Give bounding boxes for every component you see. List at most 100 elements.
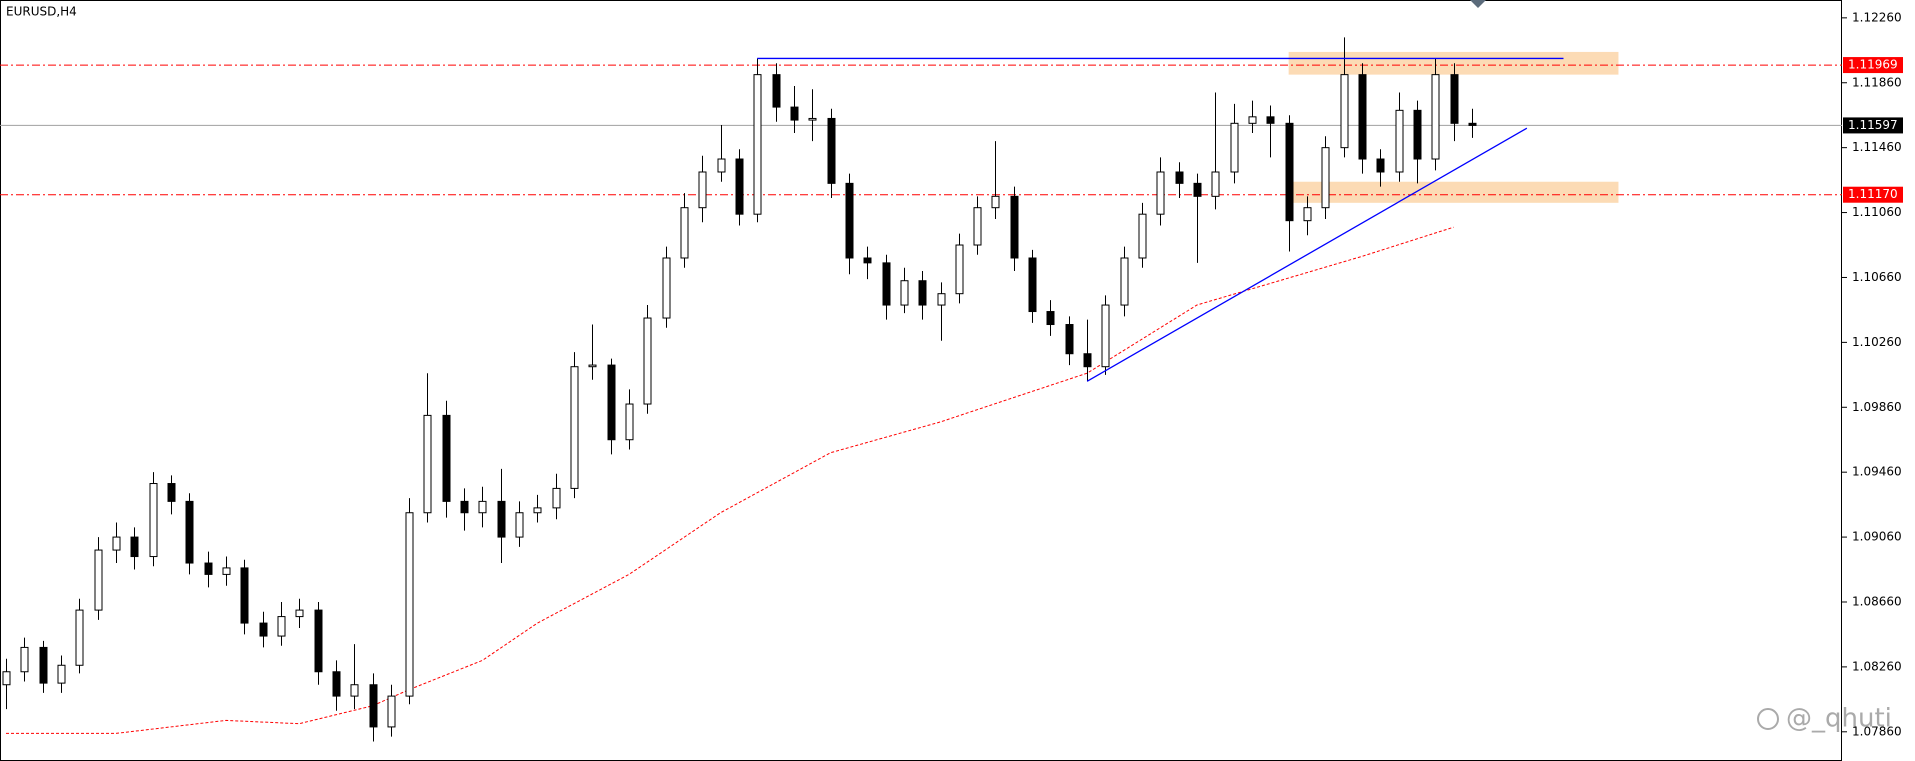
y-tick-label: 1.08260 [1852, 659, 1902, 673]
y-tick-label: 1.11860 [1852, 75, 1902, 89]
candle-body [1413, 109, 1422, 160]
candle-body [1431, 74, 1440, 160]
candle-body [277, 616, 286, 637]
candle-body [1395, 109, 1404, 173]
candle-body [94, 549, 103, 611]
candle-body [1468, 122, 1477, 126]
candle-body [20, 646, 29, 673]
candle-body [369, 684, 378, 728]
y-tick-label: 1.09860 [1852, 400, 1902, 414]
y-tick-label: 1.10260 [1852, 335, 1902, 349]
candle-body [1230, 122, 1239, 173]
candle-body [845, 182, 854, 259]
candle-body [1156, 171, 1165, 215]
level-tag-box [1843, 186, 1903, 203]
candle-body [735, 158, 744, 215]
candle-body [167, 483, 176, 502]
candle-body [1138, 213, 1147, 259]
candle-body [1321, 147, 1330, 209]
watermark: @_qhuti [1786, 704, 1892, 734]
candle-body [259, 622, 268, 637]
watermark-logo [1757, 708, 1779, 730]
candle-body [515, 512, 524, 538]
y-tick-label: 1.12260 [1852, 10, 1902, 24]
candle-body [772, 74, 781, 108]
candle-body [808, 117, 817, 121]
y-tick-label: 1.11060 [1852, 205, 1902, 219]
chart-title: EURUSD,H4 [6, 5, 77, 19]
candle-body [937, 293, 946, 306]
level-tag-label: 1.11170 [1848, 187, 1898, 201]
current-price-tag-box [1843, 117, 1903, 134]
trendline [1086, 127, 1528, 382]
candle-body [57, 664, 66, 684]
candle-body [1083, 353, 1092, 368]
candle-body [222, 567, 231, 575]
candle-body [75, 609, 84, 666]
y-tick-label: 1.09460 [1852, 465, 1902, 479]
candle-body [442, 414, 451, 502]
candle-body [1303, 207, 1312, 222]
candle-body [185, 500, 194, 564]
y-tick-label: 1.08660 [1852, 594, 1902, 608]
candle-body [130, 536, 139, 558]
candle-body [973, 207, 982, 246]
candle-body [991, 195, 1000, 209]
candle-body [1358, 74, 1367, 160]
candle-body [1340, 74, 1349, 149]
candle-body [588, 364, 597, 368]
candle-body [863, 257, 872, 264]
level-tag-label: 1.11969 [1848, 58, 1898, 72]
candle-body [112, 536, 121, 551]
candle-body [552, 487, 561, 509]
level-tag-box [1843, 57, 1903, 74]
candle-body [240, 567, 249, 624]
candle-body [423, 414, 432, 514]
candle-body [918, 280, 927, 306]
candle-body [570, 366, 579, 489]
candle-body [1211, 171, 1220, 197]
candle-body [1450, 74, 1459, 124]
candle-body [790, 106, 799, 121]
candle-body [717, 158, 726, 173]
candle-body [680, 207, 689, 259]
candle-body [2, 671, 11, 686]
candle-body [332, 671, 341, 697]
candle-body [478, 500, 487, 514]
candle-body [662, 257, 671, 319]
candle-body [1028, 257, 1037, 313]
candle-body [1248, 116, 1257, 124]
candle-body [1285, 122, 1294, 222]
plot-frame [0, 0, 1842, 761]
candle-body [405, 512, 414, 697]
y-tick-label: 1.07860 [1852, 724, 1902, 738]
current-price-tag-label: 1.11597 [1848, 118, 1898, 132]
candle-body [295, 609, 304, 618]
zone [1288, 181, 1619, 203]
candle-body [1010, 195, 1019, 259]
candle-body [149, 483, 158, 558]
candle-body [900, 280, 909, 306]
candle-body [39, 646, 48, 684]
moving-average [6, 226, 1454, 734]
candle-body [753, 74, 762, 215]
candle-body [1193, 182, 1202, 197]
candle-body [533, 507, 542, 514]
candle-body [350, 684, 359, 697]
candle-body [625, 403, 634, 441]
candle-body [497, 500, 506, 538]
candle-body [827, 117, 836, 184]
candle-body [607, 364, 616, 441]
candle-body [1046, 311, 1055, 326]
candle-body [643, 317, 652, 405]
candle-body [1175, 171, 1184, 184]
period-marker [1470, 0, 1486, 8]
candle-body [314, 609, 323, 673]
candle-body [1065, 324, 1074, 355]
zone [1288, 51, 1619, 75]
candle-body [387, 695, 396, 728]
candle-body [1101, 304, 1110, 368]
candle-body [204, 562, 213, 575]
candle-body [460, 500, 469, 514]
